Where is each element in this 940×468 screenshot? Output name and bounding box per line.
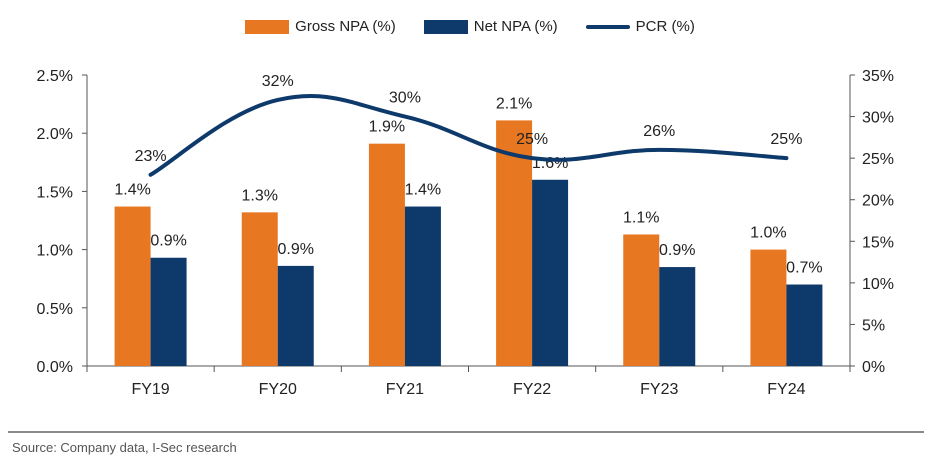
y-left-tick-label: 2.0% [37, 126, 73, 143]
legend-gross-npa-label: Gross NPA (%) [295, 18, 396, 35]
chart-legend: Gross NPA (%) Net NPA (%) PCR (%) [0, 18, 940, 35]
gross-npa-bar [114, 206, 151, 366]
y-right-tick-label: 30% [862, 110, 894, 127]
net-npa-data-label: 1.4% [405, 182, 441, 199]
gross-npa-data-label: 1.4% [114, 182, 150, 199]
net-npa-data-label: 0.9% [278, 241, 314, 258]
x-category-label: FY21 [386, 381, 424, 398]
gross-npa-data-label: 1.0% [750, 225, 786, 242]
x-category-label: FY23 [640, 381, 678, 398]
net-npa-data-label: 0.7% [786, 260, 822, 277]
pcr-data-label: 32% [262, 73, 294, 90]
legend-net-npa: Net NPA (%) [423, 18, 558, 35]
gross-npa-bar [496, 120, 533, 367]
gross-npa-data-label: 1.9% [369, 119, 405, 136]
gross-npa-bar [241, 212, 278, 366]
y-right-tick-label: 35% [862, 68, 894, 85]
pcr-data-label: 25% [770, 131, 802, 148]
legend-pcr: PCR (%) [585, 18, 695, 35]
y-left-tick-label: 0.5% [37, 301, 73, 318]
source-divider [8, 431, 924, 433]
y-left-tick-label: 1.5% [37, 184, 73, 201]
net-npa-swatch [423, 19, 468, 34]
net-npa-bar [532, 179, 569, 366]
net-npa-bar [659, 267, 696, 366]
source-note: Source: Company data, I-Sec research [12, 440, 237, 455]
y-right-tick-label: 15% [862, 234, 894, 251]
gross-npa-data-label: 1.3% [242, 187, 278, 204]
gross-npa-bar [623, 234, 660, 366]
net-npa-bar [404, 206, 441, 366]
x-category-label: FY22 [513, 381, 551, 398]
pcr-data-label: 23% [135, 148, 167, 165]
y-right-tick-label: 20% [862, 193, 894, 210]
legend-net-npa-label: Net NPA (%) [473, 18, 558, 35]
y-right-tick-label: 10% [862, 276, 894, 293]
x-category-label: FY24 [767, 381, 805, 398]
net-npa-data-label: 0.9% [150, 233, 186, 250]
x-category-label: FY20 [259, 381, 297, 398]
pcr-swatch [585, 24, 630, 29]
gross-npa-data-label: 2.1% [496, 95, 532, 112]
pcr-data-label: 30% [389, 90, 421, 107]
legend-pcr-label: PCR (%) [635, 18, 695, 35]
pcr-data-label: 25% [516, 131, 548, 148]
net-npa-bar [150, 257, 187, 366]
y-left-tick-label: 1.0% [37, 243, 73, 260]
pcr-line [148, 93, 789, 177]
gross-npa-bar [368, 143, 405, 366]
gross-npa-bar [750, 249, 787, 366]
pcr-data-label: 26% [643, 123, 675, 140]
chart-canvas: 0.0% 0.5% 1.0% 1.5% 2.0% 2.5% 0% 5% 10% 15% 20% 25%… [37, 68, 895, 398]
net-npa-bar [786, 284, 823, 366]
gross-npa-data-label: 1.1% [623, 209, 659, 226]
y-left-tick-label: 2.5% [37, 68, 73, 85]
y-right-tick-label: 5% [862, 317, 885, 334]
y-right-tick-label: 25% [862, 151, 894, 168]
net-npa-bar [277, 265, 314, 366]
legend-gross-npa: Gross NPA (%) [245, 18, 396, 35]
x-category-label: FY19 [131, 381, 169, 398]
y-right-tick-label: 0% [862, 359, 885, 376]
y-left-tick-label: 0.0% [37, 359, 73, 376]
net-npa-data-label: 0.9% [659, 242, 695, 259]
gross-npa-swatch [245, 19, 290, 34]
